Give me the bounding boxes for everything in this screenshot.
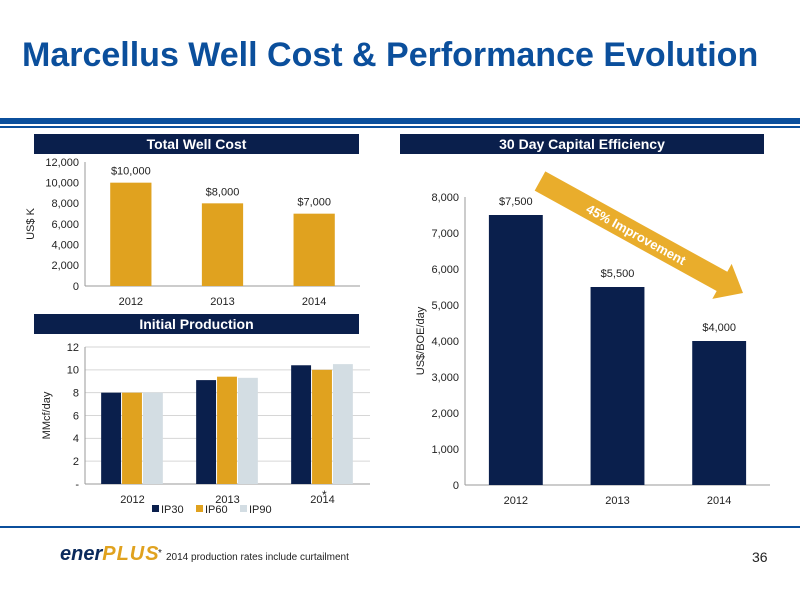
- title-rule: [0, 118, 800, 124]
- bar-2013: [201, 203, 244, 286]
- enerplus-logo: enerPLUS: [60, 543, 160, 565]
- legend-swatch-ip30: [152, 505, 159, 512]
- data-label: $4,000: [702, 322, 736, 334]
- title-rule-thin: [0, 126, 800, 128]
- y-tick-label: 4,000: [431, 336, 459, 348]
- bar-2012: [488, 215, 543, 485]
- legend-label-ip30: IP30: [161, 504, 184, 516]
- page-title: Marcellus Well Cost & Performance Evolut…: [22, 36, 759, 74]
- y-axis-label: US$ K: [25, 207, 37, 239]
- bar-2013: [590, 287, 645, 485]
- x-tick-label: 2013: [210, 296, 234, 308]
- y-axis-label: MMcf/day: [41, 391, 53, 439]
- x-tick-label: 2012: [504, 495, 528, 507]
- x-tick-label: 2013: [215, 494, 239, 506]
- initial-production-chart: - 2 4 6 8 10 12 MMcf/day 2012 2013 2014 IP30 IP60 IP9…: [41, 342, 370, 516]
- improvement-label: 45% Improvement: [584, 201, 689, 268]
- page-number: 36: [752, 549, 768, 565]
- y-tick-label: 12: [67, 342, 79, 354]
- initial-production-panel-title: Initial Production: [34, 314, 359, 334]
- bar-ip30-2014: [291, 365, 312, 484]
- y-tick-label: 2,000: [431, 408, 459, 420]
- y-tick-label: 6,000: [431, 264, 459, 276]
- data-label: $7,500: [499, 196, 533, 208]
- x-tick-label: 2013: [605, 495, 629, 507]
- data-label: $8,000: [206, 186, 240, 198]
- y-tick-label: -: [75, 479, 79, 491]
- y-tick-label: 4: [73, 433, 79, 445]
- data-label: $10,000: [111, 166, 151, 178]
- capital-efficiency-chart: 0 1,000 2,000 3,000 4,000 5,000 6,000 7,000 8,00…: [415, 171, 770, 507]
- bar-ip90-2014: [332, 364, 353, 484]
- y-tick-label: 8,000: [431, 192, 459, 204]
- bar-ip60-2012: [122, 392, 142, 484]
- bar-2014: [293, 213, 335, 286]
- legend-label-ip90: IP90: [249, 504, 272, 516]
- y-tick-label: 1,000: [431, 444, 459, 456]
- data-label: $5,500: [601, 268, 635, 280]
- x-tick-label: 2012: [120, 494, 144, 506]
- bar-ip30-2013: [196, 380, 217, 484]
- bar-ip30-2012: [101, 392, 122, 484]
- capital-efficiency-panel-title: 30 Day Capital Efficiency: [400, 134, 764, 154]
- x-tick-label: 2014: [302, 296, 326, 308]
- x-tick-label: 2014: [707, 495, 731, 507]
- y-tick-label: 2: [73, 456, 79, 468]
- y-tick-label: 8: [73, 388, 79, 400]
- bar-2014: [692, 341, 747, 485]
- footer-rule: [0, 526, 800, 528]
- x-tick-label: 2012: [119, 296, 143, 308]
- y-tick-label: 3,000: [431, 372, 459, 384]
- footnote: 2014 production rates include curtailmen…: [166, 552, 349, 563]
- bar-ip90-2012: [142, 392, 163, 484]
- y-tick-label: 6,000: [51, 219, 79, 231]
- y-tick-label: 4,000: [51, 240, 79, 252]
- y-tick-label: 10: [67, 365, 79, 377]
- footnote-asterisk: *: [158, 548, 162, 559]
- improvement-arrow-shape: [534, 171, 744, 299]
- x-tick-label: 2014: [310, 494, 334, 506]
- y-tick-label: 0: [453, 480, 459, 492]
- y-tick-label: 0: [73, 281, 79, 293]
- y-tick-label: 8,000: [51, 198, 79, 210]
- data-label: $7,000: [297, 197, 331, 209]
- y-tick-label: 5,000: [431, 300, 459, 312]
- y-tick-label: 10,000: [45, 178, 79, 190]
- bar-2012: [110, 182, 152, 286]
- bar-ip60-2014: [312, 369, 332, 484]
- curtailment-asterisk: *: [322, 488, 327, 502]
- well-cost-chart: 0 2,000 4,000 6,000 8,000 10,000 12,000 US$ K 20…: [25, 157, 360, 308]
- bar-ip60-2013: [217, 376, 237, 484]
- legend-swatch-ip60: [196, 505, 203, 512]
- y-tick-label: 7,000: [431, 228, 459, 240]
- y-tick-label: 12,000: [45, 157, 79, 169]
- y-tick-label: 2,000: [51, 260, 79, 272]
- well-cost-panel-title: Total Well Cost: [34, 134, 359, 154]
- legend-label-ip60: IP60: [205, 504, 228, 516]
- y-axis-label: US$/BOE/day: [415, 306, 427, 375]
- y-tick-label: 6: [73, 410, 79, 422]
- bar-ip90-2013: [237, 377, 258, 484]
- legend-swatch-ip90: [240, 505, 247, 512]
